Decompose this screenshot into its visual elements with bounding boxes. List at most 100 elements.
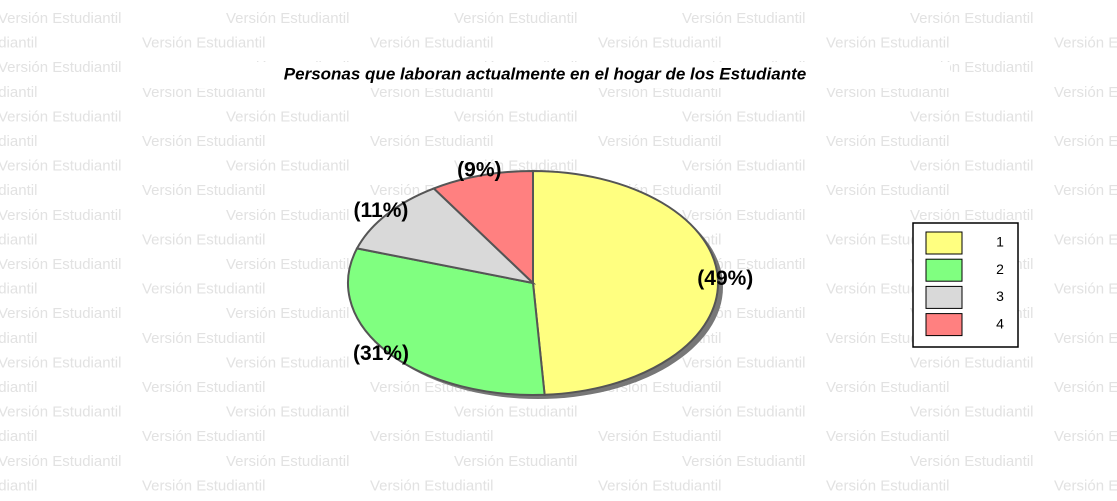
watermark-text: Versión Estudiantil [826,428,949,445]
watermark-text: Versión Estudiantil [0,354,121,371]
legend-swatch [925,231,963,255]
watermark-text: Versión Estudiantil [370,428,493,445]
watermark-text: Versión Estudiantil [826,477,949,494]
watermark-text: Versión Estudiantil [142,84,265,101]
watermark-text: Versión Estudiantil [0,305,121,322]
watermark-text: Versión Estudiantil [682,158,805,175]
watermark-text: Versión Estudiantil [0,231,37,248]
watermark-text: Versión Estudiantil [1054,477,1117,494]
watermark-text: Versión Estudiantil [0,256,121,273]
watermark-text: Versión Estudiantil [0,477,37,494]
watermark-text: Versión Estudiantil [226,453,349,470]
watermark-text: Versión Estudiantil [910,10,1033,27]
watermark-text: Versión Estudiantil [1054,35,1117,52]
watermark-text: Versión Estudiantil [682,453,805,470]
watermark-text: Versión Estudiantil [0,453,121,470]
watermark-text: Versión Estudiantil [142,182,265,199]
watermark-text: Versión Estudiantil [370,477,493,494]
watermark-text: Versión Estudiantil [142,281,265,298]
legend-label: 4 [996,315,1004,331]
watermark-text: Versión Estudiantil [1054,428,1117,445]
pie-slice [347,247,546,396]
watermark-text: Versión Estudiantil [0,158,121,175]
watermark-text: Versión Estudiantil [142,231,265,248]
watermark-text: Versión Estudiantil [682,354,805,371]
legend-label: 1 [996,234,1004,250]
pie-slice [532,169,719,396]
watermark-text: Versión Estudiantil [142,330,265,347]
watermark-text: Versión Estudiantil [454,404,577,421]
watermark-text: Versión Estudiantil [0,84,37,101]
value-label: (31%) [353,342,409,365]
watermark-text: Versión Estudiantil [0,108,121,125]
watermark-text: Versión Estudiantil [226,10,349,27]
watermark-text: Versión Estudiantil [1054,231,1117,248]
watermark-text: Versión Estudiantil [1054,182,1117,199]
watermark-text: Versión Estudiantil [910,453,1033,470]
watermark-text: Versión Estudiantil [910,158,1033,175]
value-label: (49%) [697,267,753,290]
value-label: (11%) [354,199,409,222]
watermark-text: Versión Estudiantil [370,133,493,150]
watermark-text: Versión Estudiantil [910,404,1033,421]
watermark-text: Versión Estudiantil [142,428,265,445]
legend: 1 2 3 4 [925,231,1004,337]
watermark-text: Versión Estudiantil [142,133,265,150]
pie: (49%) (31%) (11%) (9%) [347,159,753,399]
watermark-text: Versión Estudiantil [910,207,1033,224]
watermark-text: Versión Estudiantil [226,256,349,273]
watermark-text: Versión Estudiantil [598,133,721,150]
watermark-text: Versión Estudiantil [0,330,37,347]
watermark-text: Versión Estudiantil [454,108,577,125]
watermark-text: Versión Estudiantil [598,35,721,52]
watermark-text: Versión Estudiantil [226,354,349,371]
watermark-text: Versión Estudiantil [682,10,805,27]
watermark-text: Versión Estudiantil [226,207,349,224]
legend-swatch [925,258,963,282]
watermark-text: Versión Estudiantil [0,281,37,298]
chart-title: Personas que laboran actualmente en el h… [284,64,806,83]
watermark-text: Versión Estudiantil [826,84,949,101]
pie-slice [355,187,537,285]
watermark-text: Versión Estudiantil [826,35,949,52]
watermark-text: Versión Estudiantil [370,84,493,101]
watermark-text: Versión Estudiantil [1054,84,1117,101]
watermark-text: Versión Estudiantil [826,182,949,199]
watermark-text: Versión Estudiantil [598,477,721,494]
watermark-text: Versión Estudiantil [0,10,121,27]
watermark-text: Versión Estudiantil [0,428,37,445]
watermark-text: Versión Estudiantil [682,404,805,421]
watermark-text: Versión Estudiantil [454,10,577,27]
watermark-text: Versión Estudiantil [226,108,349,125]
watermark-text: Versión Estudiantil [0,404,121,421]
watermark-text: Versión Estudiantil [1054,330,1117,347]
watermark-text: Versión Estudiantil [142,477,265,494]
watermark-text: Versión Estudiantil [1054,281,1117,298]
watermark-text: Versión Estudiantil [826,133,949,150]
value-label: (9%) [457,159,501,182]
watermark-text: Versión Estudiantil [0,182,37,199]
legend-label: 2 [996,261,1004,277]
watermark-text: Versión Estudiantil [454,453,577,470]
watermark-text: Versión Estudiantil [370,35,493,52]
watermark-text: Versión Estudiantil [226,404,349,421]
legend-swatch [925,313,963,337]
watermark-text: Versión Estudiantil [0,207,121,224]
watermark-text: Versión Estudiantil [1054,133,1117,150]
pie-slice [432,169,534,286]
watermark-text: Versión Estudiantil [142,35,265,52]
watermark-text: Versión Estudiantil [0,133,37,150]
watermark-text: Versión Estudiantil [682,108,805,125]
watermark-text: Versión Estudiantil [142,379,265,396]
watermark-text: Versión Estudiantil [910,354,1033,371]
watermark-text: Versión Estudiantil [226,158,349,175]
watermark-text: Versión Estudiantil [0,35,37,52]
watermark-text: Versión Estudiantil [826,379,949,396]
watermark-text: Versión Estudiantil [682,207,805,224]
watermark-text: Versión Estudiantil [0,59,121,76]
watermark-text: Versión Estudiantil [598,84,721,101]
watermark-text: Versión Estudiantil [226,305,349,322]
watermark-text: Versión Estudiantil [598,428,721,445]
watermark-text: Versión Estudiantil [0,379,37,396]
